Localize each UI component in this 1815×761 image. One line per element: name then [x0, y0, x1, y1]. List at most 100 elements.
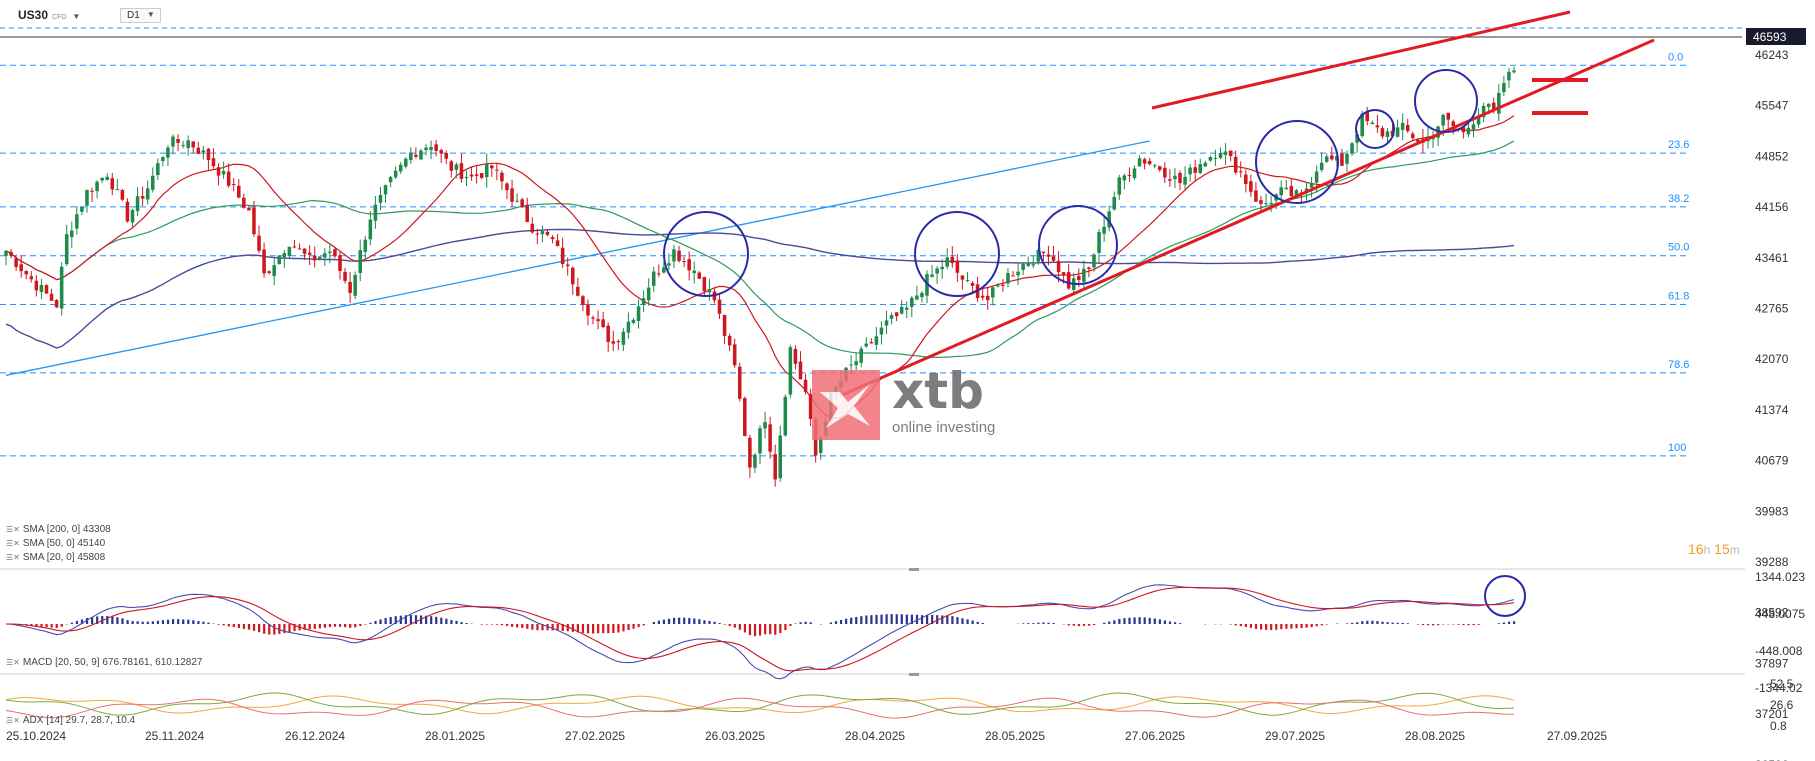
candle: [393, 166, 398, 179]
legend-sma20[interactable]: ☰✕ SMA [20, 0] 45808: [6, 552, 105, 563]
candle: [626, 312, 631, 339]
candle-body: [1360, 113, 1364, 137]
macd-histogram-bar: [1426, 624, 1430, 626]
annotation-circle: [1355, 109, 1395, 149]
candle: [621, 328, 626, 351]
candle-body: [1203, 162, 1208, 167]
macd-histogram-bar: [971, 620, 974, 624]
legend-macd[interactable]: ☰✕ MACD [20, 50, 9] 676.78161, 610.12827: [6, 657, 202, 668]
macd-histogram-bar: [607, 624, 610, 634]
symbol-selector[interactable]: US30 CFD ▼: [18, 8, 80, 22]
candle-body: [348, 281, 352, 293]
candle: [145, 180, 150, 205]
macd-histogram-bar: [799, 622, 802, 624]
sma50-line: [5, 140, 1515, 359]
candle-body: [869, 342, 874, 344]
timeframe-selector[interactable]: D1 ▼: [120, 8, 161, 23]
candle-body: [368, 219, 373, 240]
candle: [732, 338, 737, 368]
candle: [247, 205, 251, 211]
candle-body: [555, 240, 560, 247]
macd-histogram-bar: [445, 618, 448, 624]
price-axis-label: 44156: [1755, 200, 1789, 214]
fib-level-label: 61.8: [1668, 291, 1689, 303]
candle: [1163, 162, 1167, 184]
candle-body: [788, 347, 793, 395]
macd-histogram-bar: [1052, 623, 1055, 624]
candle-body: [894, 312, 899, 317]
candle-body: [864, 343, 869, 347]
candle: [788, 344, 793, 399]
price-axis-label: 45547: [1755, 99, 1789, 113]
macd-histogram-bar: [541, 624, 544, 631]
candle-body: [510, 188, 514, 202]
macd-histogram-bar: [622, 624, 625, 632]
macd-histogram-bar: [131, 621, 134, 624]
macd-histogram-bar: [941, 615, 944, 624]
settings-icon: ☰✕: [6, 658, 20, 667]
candle: [960, 275, 965, 290]
candle: [1345, 150, 1349, 173]
candle: [687, 251, 691, 281]
legend-adx[interactable]: ☰✕ ADX [14] 29.7, 28.7, 10.4: [6, 715, 135, 726]
candle-body: [297, 248, 302, 250]
macd-histogram-bar: [111, 616, 114, 624]
candle-body: [884, 320, 889, 326]
candle-body: [991, 287, 995, 298]
candle-body: [808, 393, 813, 419]
macd-histogram-bar: [845, 618, 848, 624]
macd-histogram-bar: [769, 624, 772, 635]
macd-histogram-bar: [1047, 622, 1050, 624]
candle-body: [328, 251, 332, 253]
candle: [368, 210, 373, 246]
candle-body: [140, 196, 145, 199]
macd-histogram-bar: [748, 624, 752, 636]
candle: [328, 243, 332, 264]
macd-histogram-bar: [91, 617, 94, 624]
macd-histogram-bar: [688, 618, 691, 624]
candle-body: [1416, 140, 1420, 142]
candle-body: [783, 396, 788, 436]
macd-histogram-bar: [1138, 617, 1141, 624]
candle-body: [1259, 200, 1263, 204]
macd-histogram-bar: [759, 624, 762, 636]
macd-axis-label: -1344.02: [1755, 681, 1803, 695]
macd-histogram-bar: [1442, 624, 1445, 625]
candle-body: [1324, 156, 1329, 162]
candle-body: [798, 361, 803, 380]
symbol-type: CFD: [52, 14, 67, 21]
candle-body: [773, 454, 777, 480]
legend-sma50[interactable]: ☰✕ SMA [50, 0] 45140: [6, 538, 105, 549]
candle-body: [434, 144, 438, 151]
candle: [4, 250, 8, 266]
candle: [864, 337, 869, 348]
candle: [49, 288, 54, 301]
candle: [262, 242, 266, 278]
candle-body: [1233, 156, 1238, 173]
candle-body: [237, 185, 241, 198]
candle-body: [601, 319, 605, 328]
candle-body: [1066, 272, 1071, 289]
candle: [763, 411, 767, 439]
macd-histogram-bar: [581, 624, 585, 633]
candle: [641, 290, 646, 313]
candle: [414, 147, 418, 159]
macd-histogram-bar: [1082, 624, 1086, 626]
macd-histogram-bar: [804, 621, 807, 624]
candle: [237, 179, 241, 199]
candle-body: [464, 176, 469, 179]
candle-body: [1284, 187, 1289, 190]
candle: [500, 170, 504, 190]
macd-histogram-bar: [1163, 620, 1167, 624]
macd-histogram-bar: [1502, 622, 1506, 624]
candle: [1431, 130, 1435, 148]
candle: [910, 295, 914, 318]
candle: [130, 208, 135, 227]
candle: [1198, 158, 1203, 174]
legend-sma200[interactable]: ☰✕ SMA [200, 0] 43308: [6, 524, 111, 535]
candle-body: [1178, 172, 1182, 184]
candle: [935, 266, 939, 285]
macd-histogram-bar: [1457, 624, 1460, 625]
candle: [252, 200, 256, 237]
candle-body: [1142, 159, 1147, 164]
